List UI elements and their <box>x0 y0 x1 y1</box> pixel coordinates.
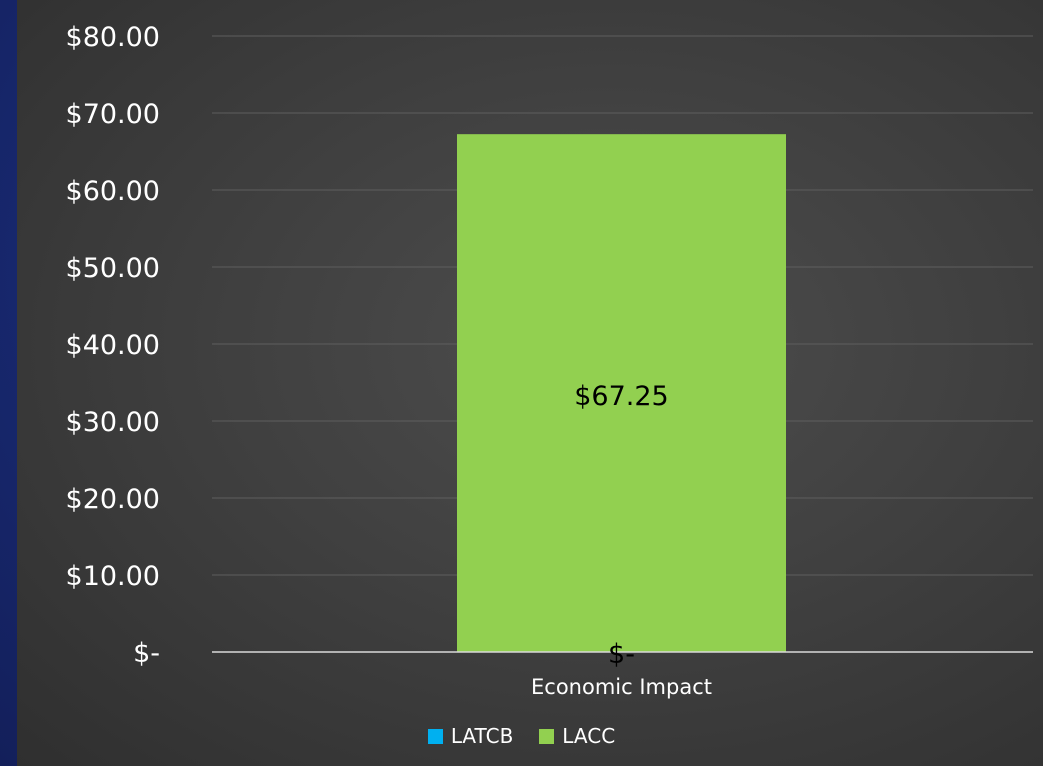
x-category-label: Economic Impact <box>531 675 712 699</box>
y-tick-label: $10.00 <box>66 561 160 592</box>
data-label-latcb: $- <box>608 639 635 670</box>
data-label-lacc: $67.25 <box>574 381 668 412</box>
y-tick-label: $60.00 <box>66 176 160 207</box>
y-tick-label: $70.00 <box>66 99 160 130</box>
chart-legend: LATCB LACC <box>0 722 1043 750</box>
y-tick-label: $40.00 <box>66 330 160 361</box>
legend-label: LATCB <box>450 724 514 748</box>
y-tick-label: $50.00 <box>66 253 160 284</box>
legend-swatch <box>539 728 555 744</box>
legend-item-lacc: LACC <box>539 724 615 748</box>
bar-lacc <box>457 134 786 653</box>
y-tick-label: $30.00 <box>66 407 160 438</box>
y-tick-label: $20.00 <box>66 484 160 515</box>
legend-swatch <box>427 728 443 744</box>
legend-item-latcb: LATCB <box>427 724 514 748</box>
y-tick-label: $- <box>133 638 160 669</box>
legend-label: LACC <box>562 724 616 748</box>
y-tick-label: $80.00 <box>66 22 160 53</box>
